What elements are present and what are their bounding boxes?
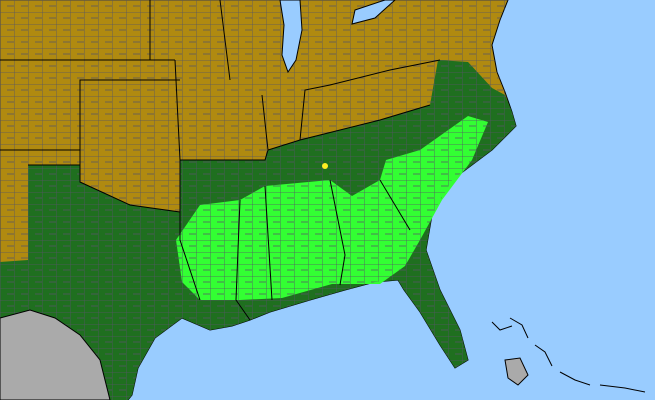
island-outside-us xyxy=(504,357,529,386)
lake-erie xyxy=(351,0,396,25)
bahamas-islands xyxy=(491,317,646,393)
lake-michigan xyxy=(279,0,303,74)
state-boundaries xyxy=(0,0,441,321)
mexico-outside-us xyxy=(0,309,111,400)
county-other-status xyxy=(322,163,328,169)
